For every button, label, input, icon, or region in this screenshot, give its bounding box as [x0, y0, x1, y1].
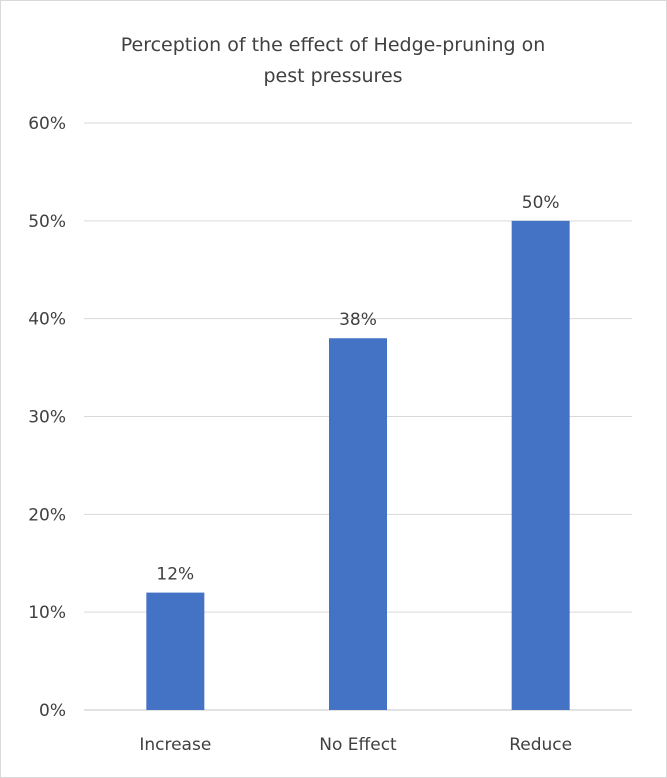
x-category-label: Reduce: [509, 735, 572, 755]
data-label: 12%: [156, 565, 194, 585]
y-tick-label: 40%: [28, 310, 66, 330]
y-tick-label: 30%: [28, 408, 66, 428]
x-category-label: No Effect: [319, 735, 397, 755]
data-label: 50%: [522, 193, 560, 213]
y-tick-label: 0%: [39, 701, 66, 721]
bar-reduce: [511, 220, 570, 711]
chart-title-line-1: Perception of the effect of Hedge-prunin…: [121, 34, 546, 56]
data-label: 38%: [339, 310, 377, 330]
x-category-label: Increase: [139, 735, 211, 755]
x-axis-categories: Increase No Effect Reduce: [139, 735, 572, 755]
bar-no-effect: [329, 338, 387, 710]
y-tick-label: 50%: [28, 212, 66, 232]
y-axis-ticks: 0% 10% 20% 30% 40% 50% 60%: [28, 114, 66, 721]
data-labels: 12% 38% 50%: [156, 193, 559, 585]
bars: [146, 220, 570, 711]
y-tick-label: 20%: [28, 505, 66, 525]
y-tick-label: 60%: [28, 114, 66, 134]
y-tick-label: 10%: [28, 603, 66, 623]
bar-increase: [146, 592, 205, 710]
chart-title-line-2: pest pressures: [263, 65, 402, 87]
